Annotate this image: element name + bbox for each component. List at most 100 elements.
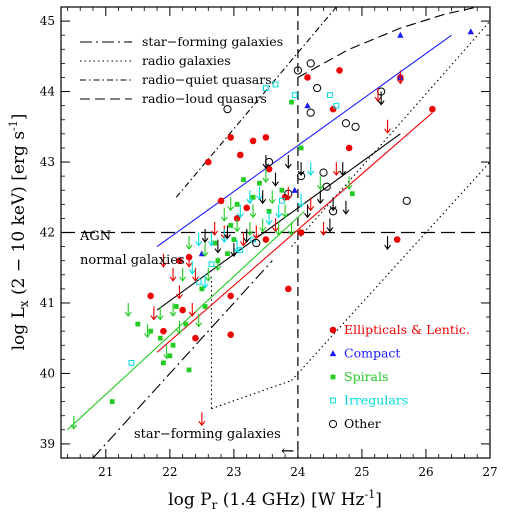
point-upper-limits-red-0 [185, 253, 193, 268]
y-tick-label-41: 41 [40, 296, 55, 310]
point-upper-limits-green-11 [220, 207, 228, 222]
annotation-arrow: ← [281, 441, 294, 460]
fit-line-0 [156, 34, 452, 248]
point-spirals-9 [199, 286, 205, 292]
point-upper-limits-cyan-2 [220, 229, 228, 243]
point-upper-limits-red-10 [307, 197, 315, 212]
legend: star−forming galaxies radio galaxies radio… [80, 34, 470, 431]
point-upper-limits-cyan-4 [246, 190, 254, 205]
x-tick-label-21: 21 [98, 465, 113, 479]
legend-marker-0 [329, 326, 337, 334]
point-upper-limits-red-19 [169, 267, 177, 282]
legend-line-label-1: radio galaxies [142, 53, 231, 68]
point-upper-limits-red-1 [192, 267, 199, 282]
point-upper-limits-green-16 [259, 218, 267, 233]
point-other-12 [252, 238, 261, 248]
point-upper-limits-red-9 [284, 186, 292, 201]
point-upper-limits-black-6 [284, 155, 292, 169]
series-compact [198, 28, 474, 257]
point-ellipticals-lentic-9 [281, 193, 289, 201]
point-upper-limits-green-1 [124, 303, 132, 317]
point-spirals-5 [167, 353, 173, 359]
point-irregulars-7 [333, 102, 340, 109]
point-spirals-18 [266, 208, 272, 214]
model-line-star-forming [92, 260, 273, 458]
point-compact-1 [304, 102, 311, 109]
point-irregulars-2 [208, 261, 215, 268]
point-upper-limits-green-10 [214, 257, 222, 272]
point-ellipticals-lentic-21 [179, 306, 186, 314]
point-spirals-7 [173, 304, 179, 309]
point-compact-2 [397, 31, 404, 38]
point-ellipticals-lentic-10 [297, 229, 305, 236]
point-irregulars-1 [195, 278, 202, 285]
legend-marker-label-3: Irregulars [344, 393, 408, 408]
axes: 21 22 23 24 25 26 27 39 40 41 42 43 44 45 [40, 7, 498, 479]
point-spirals-13 [228, 223, 234, 228]
point-ellipticals-lentic-5 [217, 197, 225, 205]
point-upper-limits-cyan-6 [265, 211, 273, 226]
point-upper-limits-black-2 [224, 225, 231, 240]
point-ellipticals-lentic-7 [243, 204, 250, 212]
point-upper-limits-red-6 [240, 232, 247, 247]
series-ellipticals-lentic [147, 67, 436, 342]
point-upper-limits-red-13 [384, 119, 391, 134]
point-upper-limits-black-12 [342, 200, 350, 215]
point-upper-limits-green-3 [156, 306, 164, 321]
point-upper-limits-black-5 [272, 172, 279, 187]
legend-line-label-0: star−forming galaxies [142, 34, 283, 49]
point-ellipticals-lentic-6 [233, 215, 241, 222]
legend-marker-label-4: Other [344, 416, 381, 431]
annotation-normal-galaxies: normal galaxies [80, 253, 185, 268]
point-spirals-22 [349, 191, 355, 197]
point-upper-limits-black-7 [297, 162, 305, 176]
legend-marker-4 [328, 419, 338, 429]
point-other-2 [306, 59, 315, 68]
series-spirals [109, 99, 355, 405]
series-other [223, 59, 411, 248]
point-upper-limits-black-3 [243, 229, 251, 243]
x-tick-label-24: 24 [290, 465, 306, 479]
point-irregulars-3 [262, 85, 269, 91]
point-spirals-2 [148, 328, 154, 334]
point-upper-limits-green-12 [227, 197, 235, 212]
point-spirals-17 [257, 180, 262, 186]
point-spirals-4 [161, 360, 166, 366]
point-ellipticals-lentic-22 [192, 334, 199, 342]
point-upper-limits-green-0 [70, 415, 78, 430]
point-irregulars-6 [327, 92, 333, 98]
point-irregulars-4 [272, 81, 279, 88]
point-spirals-21 [298, 145, 304, 151]
point-upper-limits-green-7 [185, 236, 193, 250]
fit-line-1 [156, 112, 433, 353]
point-upper-limits-black-4 [259, 190, 267, 205]
point-upper-limits-black-13 [230, 243, 238, 258]
fit-line-2 [156, 133, 401, 311]
point-upper-limits-cyan-12 [188, 260, 196, 275]
point-other-1 [293, 66, 303, 75]
point-spirals-14 [234, 201, 240, 207]
point-upper-limits-red-2 [176, 285, 183, 300]
point-ellipticals-lentic-19 [147, 292, 154, 300]
y-axis-label: log Lx (2 − 10 keV) [erg s-1] [7, 114, 31, 351]
point-compact-3 [467, 28, 474, 35]
point-ellipticals-lentic-2 [236, 151, 244, 159]
point-other-3 [313, 83, 322, 93]
plot-content [61, 7, 490, 458]
point-upper-limits-red-14 [396, 70, 404, 85]
point-ellipticals-lentic-0 [204, 158, 212, 166]
point-ellipticals-lentic-17 [285, 285, 292, 293]
point-ellipticals-lentic-16 [393, 236, 401, 243]
point-upper-limits-green-17 [262, 169, 270, 184]
point-ellipticals-lentic-13 [329, 105, 337, 113]
point-other-4 [306, 108, 315, 117]
point-upper-limits-cyan-7 [275, 204, 283, 219]
legend-marker-label-2: Spirals [344, 369, 388, 384]
point-ellipticals-lentic-12 [336, 67, 343, 74]
model-line-radio-quiet [175, 7, 337, 198]
point-ellipticals-lentic-18 [227, 331, 234, 338]
point-upper-limits-black-8 [304, 204, 311, 219]
point-spirals-25 [231, 237, 237, 242]
x-axis-label: log Pr (1.4 GHz) [W Hz-1] [168, 488, 382, 512]
y-tick-label-45: 45 [40, 14, 55, 28]
